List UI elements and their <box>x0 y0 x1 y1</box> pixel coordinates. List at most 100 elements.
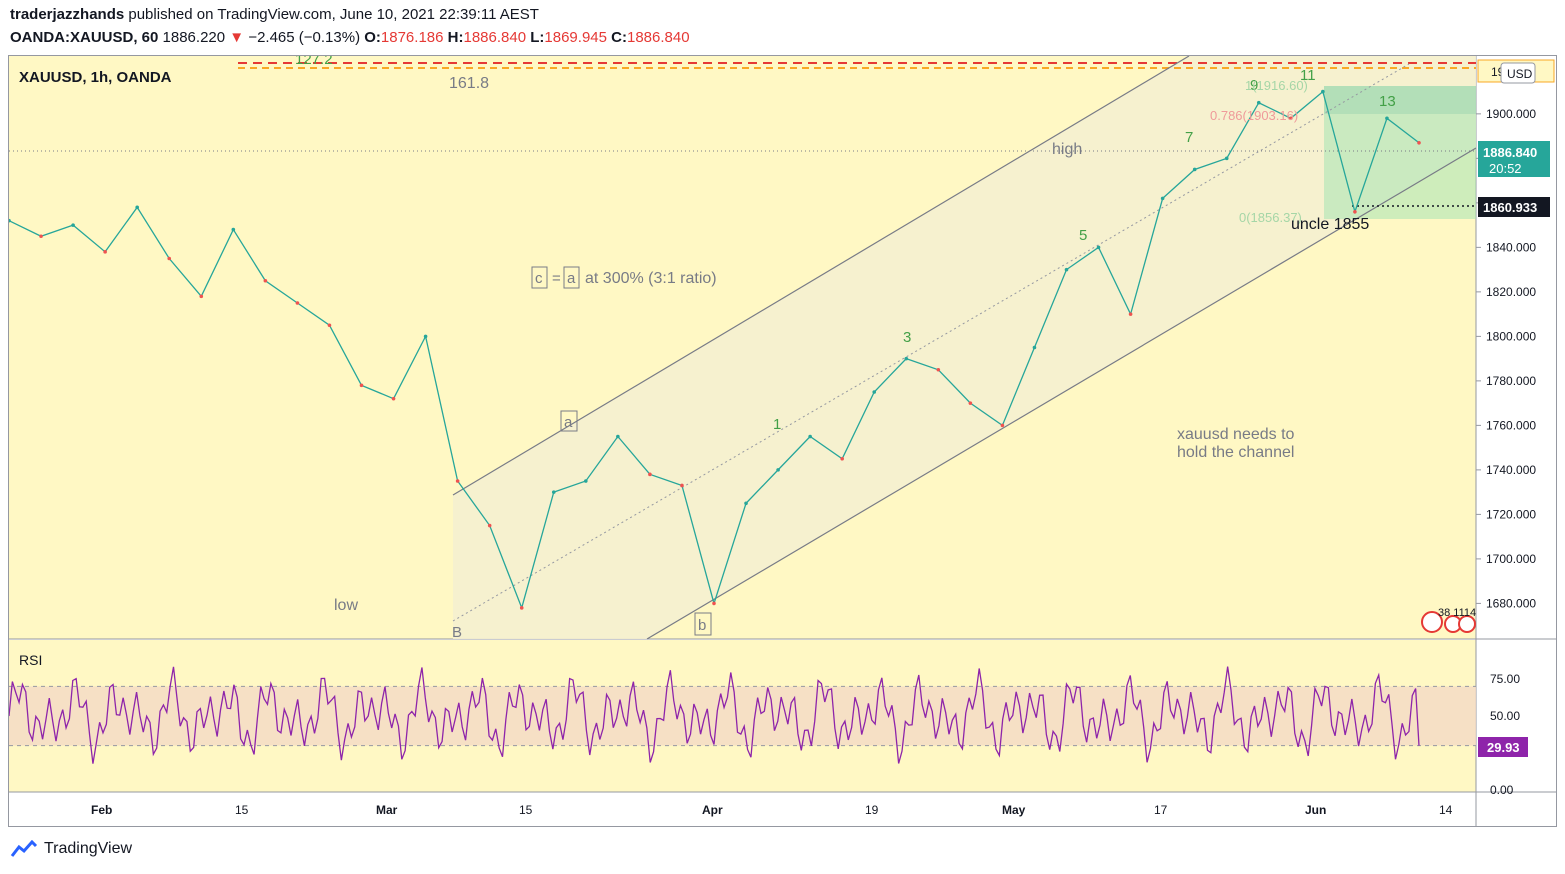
high-label: high <box>1052 141 1082 158</box>
last-price: 1886.220 <box>162 29 226 46</box>
brand-name: TradingView <box>44 840 133 857</box>
time-tick-label: 15 <box>235 803 249 817</box>
flag-icon-3[interactable] <box>1458 615 1476 633</box>
time-tick-label: 19 <box>865 803 879 817</box>
time-tick-label: 14 <box>1439 803 1453 817</box>
price-point <box>71 223 75 227</box>
price-point <box>7 218 11 223</box>
price-tick-label: 1760.000 <box>1486 418 1536 432</box>
open-label: O: <box>364 29 381 46</box>
currency-badge[interactable] <box>1500 62 1536 84</box>
tradingview-brand[interactable]: TradingView <box>10 840 132 858</box>
symbol-info: OANDA:XAUUSD, 60 1886.220 ▼ −2.465 (−0.1… <box>10 29 690 46</box>
price-point <box>231 227 236 232</box>
wave-5-label: 5 <box>1079 227 1087 244</box>
rsi-value-badge <box>1478 737 1528 757</box>
price-point <box>680 483 684 488</box>
price-point <box>1417 140 1421 145</box>
price-tick-label: 1820.000 <box>1486 285 1536 299</box>
price-point <box>1000 423 1005 428</box>
last-price-badge <box>1478 141 1550 177</box>
close-label: C: <box>611 29 627 46</box>
price-point <box>1289 116 1293 121</box>
price-tick-label: 1740.000 <box>1486 463 1536 477</box>
wave-11-label: 11 <box>1300 67 1316 84</box>
wave-b-box <box>694 612 712 636</box>
channel-lower-line <box>646 147 1477 640</box>
low-value: 1869.945 <box>544 29 607 46</box>
rsi-tick-label: 75.00 <box>1490 672 1520 686</box>
price-point <box>616 434 620 439</box>
c-box <box>531 266 548 289</box>
time-tick-label: 15 <box>519 803 533 817</box>
publish-text: published on TradingView.com, June 10, 2… <box>128 6 539 23</box>
price-tick-label: 1800.000 <box>1486 329 1536 343</box>
price-point <box>808 434 812 439</box>
price-point <box>1224 156 1229 161</box>
price-point <box>1192 167 1197 172</box>
target-price-badge <box>1478 197 1550 217</box>
price-point <box>648 472 652 477</box>
time-tick-label: May <box>1002 803 1026 817</box>
price-point <box>519 606 524 610</box>
chart-canvas[interactable]: XAUUSD, 1h, OANDA 127.2 161.8 high low B… <box>7 51 1556 826</box>
a-box <box>563 266 580 289</box>
high-label: H: <box>447 29 464 46</box>
price-tick-label: 1700.000 <box>1486 552 1536 566</box>
time-axis[interactable]: Feb 15 Mar 15 Apr 19 May 17 Jun 14 <box>91 803 1453 817</box>
price-point <box>135 205 139 210</box>
author-name[interactable]: traderjazzhands <box>10 6 125 23</box>
a-box-label: a <box>567 270 576 287</box>
price-point <box>776 468 780 472</box>
time-tick-label: Apr <box>702 803 723 817</box>
flag-value: 38 1114 <box>1438 607 1476 619</box>
price-point <box>936 367 941 372</box>
countdown: 20:52 <box>1489 161 1522 176</box>
time-tick-label: Mar <box>376 803 398 817</box>
change: −2.465 (−0.13%) <box>248 29 361 46</box>
price-point <box>904 356 909 361</box>
price-point <box>712 601 716 606</box>
equals-label: = <box>552 270 561 287</box>
chart-legend: XAUUSD, 1h, OANDA <box>19 69 172 86</box>
currency-label: USD <box>1507 67 1533 81</box>
time-tick-label: Feb <box>91 803 112 817</box>
note-line-2: hold the channel <box>1177 444 1294 461</box>
high-value: 1886.840 <box>463 29 527 46</box>
low-label: low <box>334 597 358 614</box>
price-point <box>295 301 300 305</box>
uncle-label: uncle 1855 <box>1291 216 1369 233</box>
open-value: 1876.186 <box>380 29 444 46</box>
wave-7-label: 7 <box>1185 129 1193 146</box>
price-point <box>1385 116 1389 121</box>
price-point <box>1321 89 1325 94</box>
note-line-1: xauusd needs to <box>1177 426 1295 443</box>
price-point <box>327 323 332 328</box>
last-price-value: 1886.840 <box>1483 145 1537 160</box>
price-point <box>744 501 748 506</box>
fib-1272-label: 127.2 <box>295 56 333 68</box>
price-point <box>1032 345 1037 350</box>
price-point <box>1160 196 1165 201</box>
fib-0-label: 0(1856.37) <box>1239 210 1302 225</box>
wave-13-label: 13 <box>1379 93 1396 110</box>
price-point <box>1128 312 1133 316</box>
flag-icon[interactable] <box>1421 611 1443 633</box>
rsi-series-line <box>8 666 1420 764</box>
price-tick-label: 1900.000 <box>1486 107 1536 121</box>
time-tick-label: Jun <box>1305 803 1326 817</box>
wave-b-label: b <box>698 617 706 634</box>
price-point <box>840 456 844 461</box>
target-price-value: 1860.933 <box>1483 200 1537 215</box>
c-box-label: c <box>535 270 543 287</box>
price-point <box>1096 245 1101 250</box>
wave-3-label: 3 <box>903 329 911 346</box>
wave-9-label: 9 <box>1250 77 1258 94</box>
tradingview-logo-icon <box>10 840 38 857</box>
price-point <box>39 234 43 239</box>
price-point <box>391 396 396 401</box>
publish-info: traderjazzhands published on TradingView… <box>10 6 539 23</box>
price-axis[interactable]: 1680.000 1700.000 1720.000 1740.000 1760.000… <box>1476 107 1536 611</box>
rsi-tick-label: 50.00 <box>1490 709 1520 723</box>
